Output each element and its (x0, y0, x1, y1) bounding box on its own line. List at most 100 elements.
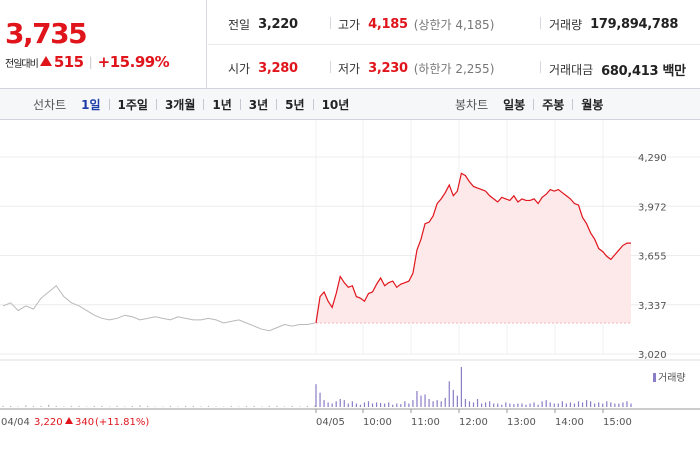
prev-day-close: 3,220 (34, 417, 63, 428)
volume-bar-prev (70, 405, 73, 407)
volume-bar-today (404, 401, 406, 407)
y-tick-label: 4,290 (638, 153, 667, 164)
line-chart-tabs: 선차트 1일 1주일 3개월 1년 3년 5년 10년 (33, 89, 350, 120)
amount-value: 680,413 백만 (601, 64, 686, 79)
volume-bar-today (315, 384, 317, 407)
volume-bar-today (517, 403, 519, 407)
volume-bar-today (343, 400, 345, 407)
prev-day-line (2, 285, 316, 332)
volume-bar-prev (200, 406, 202, 407)
volume-value: 179,894,788 (590, 17, 679, 32)
tab-5-years[interactable]: 5년 (285, 98, 305, 112)
tab-monthly-candle[interactable]: 월봉 (581, 98, 604, 112)
chart-tab-bar: 선차트 1일 1주일 3개월 1년 3년 5년 10년 봉차트 일봉 주봉 월봉 (0, 89, 700, 120)
tab-divider (572, 99, 574, 110)
volume-bar-today (347, 403, 349, 407)
volume-bar-today (448, 381, 450, 407)
volume-bar-today (319, 392, 321, 407)
volume-bar-prev (101, 405, 103, 407)
open-label: 시가 (228, 62, 251, 76)
x-tick-label: 14:00 (555, 417, 584, 428)
volume-bar-today (456, 395, 458, 407)
volume-bar-prev (40, 405, 42, 407)
y-tick-label: 3,337 (638, 301, 667, 312)
volume-bar-prev (192, 405, 194, 407)
open-price: 시가 3,280 (228, 60, 298, 77)
x-tick-label: 10:00 (363, 417, 392, 428)
candle-chart-title: 봉차트 (455, 98, 489, 112)
volume-bar-today (424, 394, 426, 407)
volume-bar-prev (25, 405, 27, 407)
tab-1-day[interactable]: 1일 (81, 98, 101, 112)
volume-bar-prev (268, 405, 270, 407)
volume-bar-today (630, 403, 632, 407)
volume-bar-today (480, 403, 483, 407)
prev-day-rate: (+11.81%) (95, 417, 149, 428)
volume-bar-prev (238, 406, 240, 407)
volume-bar-today (513, 404, 515, 407)
volume-bar-prev (306, 405, 308, 407)
volume-bar-prev (261, 406, 263, 407)
y-tick-label: 3,972 (638, 202, 667, 213)
volume-label: 거래량 (549, 18, 583, 32)
tab-daily-candle[interactable]: 일봉 (503, 98, 526, 112)
volume-bar-today (432, 401, 434, 407)
volume-bar-prev (314, 405, 316, 407)
volume-bar-prev (32, 405, 35, 407)
volume-bar-prev (223, 406, 225, 407)
volume-bar-today (460, 367, 462, 407)
volume-bar-today (367, 401, 370, 407)
volume-bar-today (428, 399, 430, 407)
volume-bar-prev (230, 405, 232, 407)
header-row-divider (208, 44, 700, 45)
prev-close: 전일 3,220 (228, 16, 298, 33)
tab-1-week[interactable]: 1주일 (117, 98, 148, 112)
line-chart-title: 선차트 (33, 98, 67, 112)
volume-bar-prev (215, 406, 217, 407)
tab-weekly-candle[interactable]: 주봉 (542, 98, 565, 112)
tab-divider (276, 99, 278, 110)
volume-bar-prev (283, 406, 286, 407)
volume-bar-today (371, 403, 374, 407)
volume-bar-today (509, 403, 511, 407)
tab-1-year[interactable]: 1년 (212, 98, 232, 112)
volume-bar-prev (10, 405, 12, 407)
change-label: 전일대비 (5, 58, 39, 70)
volume-bar-today (396, 403, 398, 407)
volume-legend-label: 거래량 (658, 372, 686, 384)
volume-bar-today (577, 401, 580, 407)
volume-bar-prev (207, 405, 210, 407)
volume-bar-today (553, 403, 555, 407)
today-area-fill (316, 173, 631, 323)
prev-close-label: 전일 (228, 18, 251, 32)
divider (330, 17, 331, 29)
tab-divider (203, 99, 205, 110)
prev-day-date: 04/04 (1, 417, 30, 428)
amount-label: 거래대금 (549, 63, 594, 77)
volume-bar-prev (154, 406, 156, 407)
volume-bar-today (392, 404, 394, 407)
open-value: 3,280 (258, 61, 298, 76)
volume-bar-today (590, 401, 592, 407)
price-chart[interactable]: 4,290 3,972 3,655 3,337 3,020 04/05 10:00 11:00… (0, 120, 700, 450)
volume-bar-prev (2, 405, 4, 407)
volume-bar-today (618, 403, 620, 407)
volume-bar-today (489, 401, 491, 407)
volume-bar-prev (146, 405, 149, 407)
volume-bar-today (400, 404, 402, 407)
divider (330, 61, 331, 73)
volume-bar-today (497, 403, 499, 407)
volume-bar-today (557, 403, 559, 407)
volume-legend-swatch (653, 373, 656, 382)
tab-divider (155, 99, 157, 110)
volume-bar-today (375, 402, 378, 407)
tab-3-months[interactable]: 3개월 (164, 98, 196, 112)
price-box: 3,735 전일대비 515 | +15.99% (0, 0, 207, 89)
volume-bar-prev (116, 405, 118, 407)
x-tick-label: 04/05 (316, 417, 345, 428)
tab-10-years[interactable]: 10년 (321, 98, 350, 112)
trade-amount: 거래대금 680,413 백만 (549, 60, 686, 79)
volume-bar-today (541, 401, 543, 407)
tab-3-years[interactable]: 3년 (248, 98, 269, 112)
high-value: 4,185 (368, 17, 408, 32)
